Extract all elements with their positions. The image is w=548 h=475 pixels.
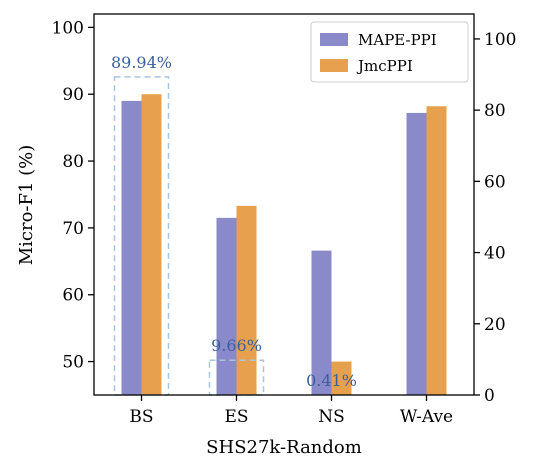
annotations-layer: 89.94% 9.66% 0.41% (111, 53, 357, 396)
annotation-label-bs: 89.94% (111, 53, 172, 72)
legend-swatch-mape-ppi (320, 33, 348, 46)
y2-tick-label-100: 100 (484, 30, 516, 50)
y-tick-label-100: 100 (52, 18, 84, 38)
annotation-box-bs (113, 76, 170, 396)
bar-mape-ppi-ns (311, 250, 332, 395)
y-axis-right: 0 20 40 60 80 100 (474, 30, 516, 406)
legend-box (310, 21, 469, 83)
y2-tick-label-20: 20 (484, 315, 506, 335)
bar-jmcppi-w-ave (426, 106, 447, 396)
y-tick-label-60: 60 (62, 286, 84, 306)
x-tick-label-w-ave: W-Ave (400, 407, 453, 427)
y-tick-label-70: 70 (62, 219, 84, 239)
y-axis-left: 50 60 70 80 90 100 (52, 18, 94, 373)
legend-label-jmcppi: JmcPPI (356, 57, 413, 75)
plot-frame (93, 13, 475, 396)
y-axis-label: Micro-F1 (%) (16, 145, 37, 266)
y2-tick-label-40: 40 (484, 244, 506, 264)
annotation-label-ns: 0.41% (306, 371, 357, 390)
bar-mape-ppi-bs (121, 100, 142, 395)
x-axis: BS ES NS W-Ave (129, 395, 453, 427)
legend-swatch-jmcppi (320, 59, 348, 72)
bar-mape-ppi-es (216, 217, 237, 395)
y-tick-label-90: 90 (62, 85, 84, 105)
x-axis-label: SHS27k-Random (206, 437, 362, 458)
legend-label-mape-ppi: MAPE-PPI (358, 31, 437, 49)
x-tick-label-bs: BS (129, 407, 153, 427)
y2-tick-label-0: 0 (484, 386, 495, 406)
bar-jmcppi-es (236, 205, 257, 395)
bars-layer (121, 94, 447, 396)
x-tick-label-ns: NS (318, 407, 345, 427)
y-tick-label-50: 50 (62, 353, 84, 373)
bar-jmcppi-ns (331, 361, 352, 395)
annotation-label-es: 9.66% (211, 336, 262, 355)
y-tick-label-80: 80 (62, 152, 84, 172)
x-tick-label-es: ES (224, 407, 248, 427)
y2-tick-label-60: 60 (484, 172, 506, 192)
bar-mape-ppi-w-ave (406, 112, 427, 395)
legend: MAPE-PPI JmcPPI (310, 21, 469, 83)
bar-jmcppi-bs (141, 94, 162, 396)
y2-tick-label-80: 80 (484, 101, 506, 121)
